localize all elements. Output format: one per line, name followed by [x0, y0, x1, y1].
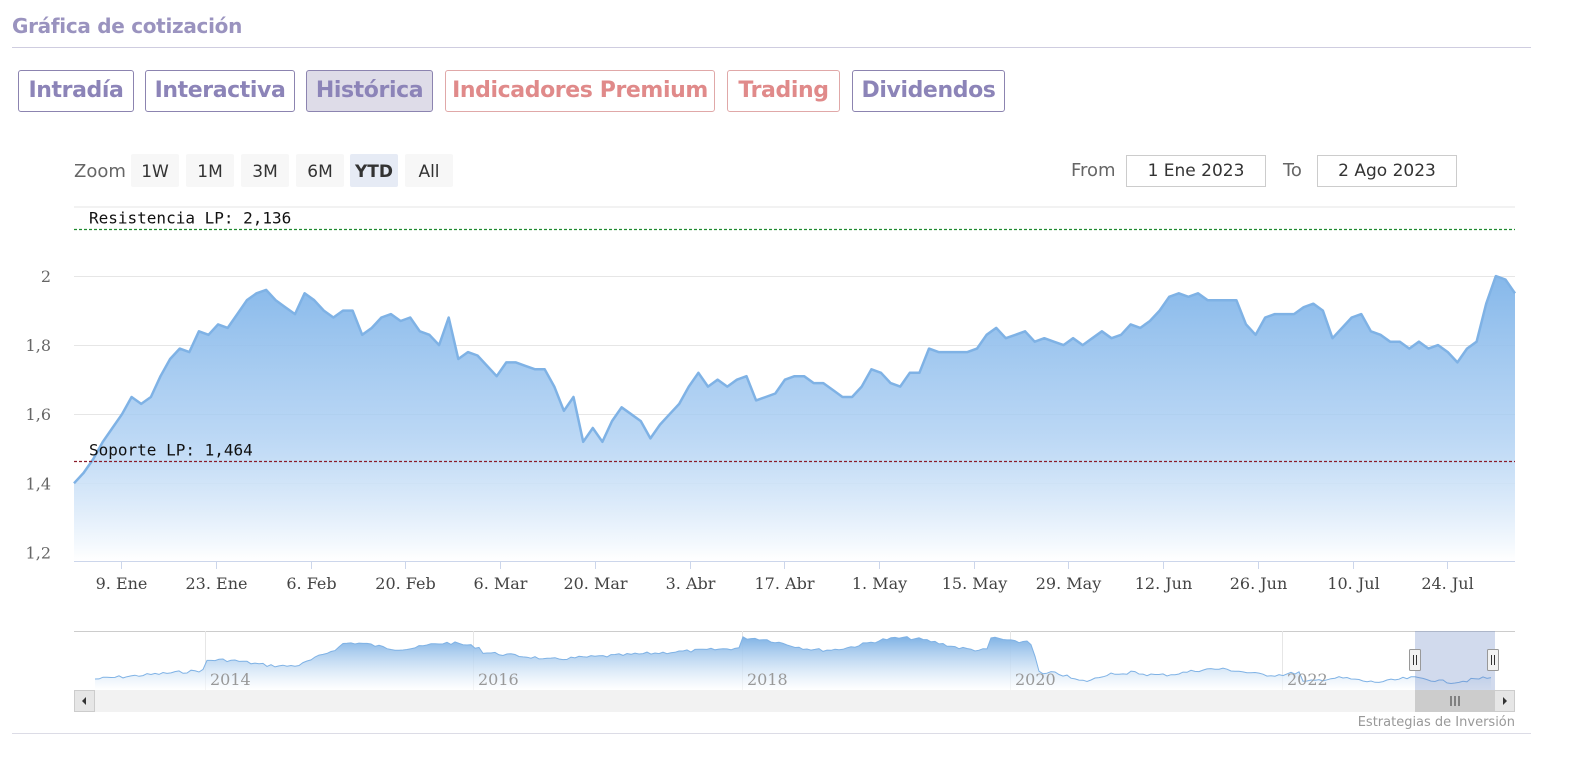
y-tick-label: 1,8 [26, 336, 51, 355]
axes: 1,2 1,4 1,6 1,8 2 9. Ene 23. Ene 6. Feb 20. Feb 6… [26, 267, 1515, 593]
from-date-input[interactable]: 1 Ene 2023 [1126, 155, 1266, 187]
navigator-scrollbar[interactable] [74, 690, 1515, 712]
arrow-right-icon[interactable] [1494, 690, 1515, 712]
x-tick-label: 9. Ene [96, 574, 148, 593]
scrollbar-grip-icon [1450, 696, 1460, 706]
svg-text:6M: 6M [307, 162, 332, 182]
resistance-label: Resistencia LP: 2,136 [89, 209, 291, 228]
zoom-button-all[interactable]: All [405, 154, 453, 187]
navigator-line [94, 636, 1492, 685]
price-line [73, 274, 1517, 485]
tab-interactiva[interactable]: Interactiva [145, 70, 295, 112]
navigator-year-label: 2020 [1015, 670, 1056, 689]
arrow-left-icon[interactable] [74, 690, 95, 712]
navigator-year-label: 2016 [478, 670, 519, 689]
handle-grip-icon[interactable] [1409, 649, 1421, 671]
tab-dividendos[interactable]: Dividendos [852, 70, 1005, 112]
to-date-input[interactable]: 2 Ago 2023 [1317, 155, 1457, 187]
x-tick-label: 15. May [942, 574, 1008, 593]
x-tick-label: 1. May [852, 574, 907, 593]
navigator-year-label: 2014 [210, 670, 251, 689]
navigator-year-label: 2022 [1287, 670, 1328, 689]
x-tick-label: 17. Abr [755, 574, 815, 593]
tab-indicadores-premium[interactable]: Indicadores Premium [445, 70, 715, 112]
support-line: Soporte LP: 1,464 [74, 441, 1515, 463]
zoom-button-ytd[interactable]: YTD [350, 154, 398, 187]
svg-text:1 Ene 2023: 1 Ene 2023 [1148, 161, 1245, 181]
navigator[interactable]: 2014 2016 2018 2020 2022 [74, 631, 1515, 712]
navigator-area [95, 636, 1491, 690]
zoom-label: Zoom [74, 161, 126, 182]
tab-histórica[interactable]: Histórica [306, 70, 433, 112]
svg-text:3M: 3M [252, 162, 277, 182]
credits: Estrategias de Inversión [1358, 715, 1515, 730]
y-tick-label: 1,4 [26, 474, 51, 493]
x-tick-label: 12. Jun [1135, 574, 1193, 593]
reference-lines: Resistencia LP: 2,136 Soporte LP: 1,464 [74, 209, 1515, 463]
x-tick-label: 26. Jun [1230, 574, 1288, 593]
tab-trading[interactable]: Trading [727, 70, 840, 112]
x-tick-label: 24. Jul [1421, 574, 1473, 593]
x-tick-label: 29. May [1036, 574, 1102, 593]
chart-section-title: Gráfica de cotización [12, 14, 243, 38]
resistance-line: Resistencia LP: 2,136 [74, 209, 1515, 231]
title-divider [12, 47, 1531, 48]
y-tick-label: 1,6 [26, 405, 51, 424]
handle-grip-icon[interactable] [1487, 649, 1499, 671]
x-tick-label: 6. Mar [474, 574, 528, 593]
y-tick-label: 2 [41, 267, 51, 286]
zoom-button-1w[interactable]: 1W [131, 154, 179, 187]
x-tick-label: 6. Feb [286, 574, 336, 593]
svg-text:All: All [418, 162, 439, 182]
to-label: To [1282, 160, 1302, 181]
from-label: From [1071, 160, 1116, 181]
credits-text[interactable]: Estrategias de Inversión [1358, 715, 1515, 730]
support-label: Soporte LP: 1,464 [89, 441, 253, 460]
x-tick-label: 10. Jul [1327, 574, 1379, 593]
x-tick-label: 3. Abr [666, 574, 716, 593]
navigator-selection[interactable] [1415, 631, 1495, 690]
svg-text:1W: 1W [141, 162, 169, 182]
scrollbar-track[interactable] [74, 690, 1515, 712]
svg-text:1M: 1M [197, 162, 222, 182]
zoom-button-6m[interactable]: 6M [296, 154, 344, 187]
zoom-button-3m[interactable]: 3M [241, 154, 289, 187]
svg-text:YTD: YTD [354, 162, 393, 182]
price-series [73, 274, 1517, 561]
range-selector: Zoom 1W 1M 3M 6M YTD All From 1 Ene 2023 To 2 Ago … [74, 154, 1457, 187]
svg-text:2 Ago 2023: 2 Ago 2023 [1338, 161, 1436, 181]
y-tick-label: 1,2 [26, 543, 51, 562]
section-divider [12, 733, 1531, 734]
tab-intradía[interactable]: Intradía [18, 70, 134, 112]
x-tick-label: 23. Ene [186, 574, 248, 593]
zoom-button-1m[interactable]: 1M [186, 154, 234, 187]
navigator-year-label: 2018 [747, 670, 788, 689]
x-tick-label: 20. Mar [563, 574, 627, 593]
x-tick-label: 20. Feb [375, 574, 435, 593]
price-area-fill [74, 276, 1515, 561]
